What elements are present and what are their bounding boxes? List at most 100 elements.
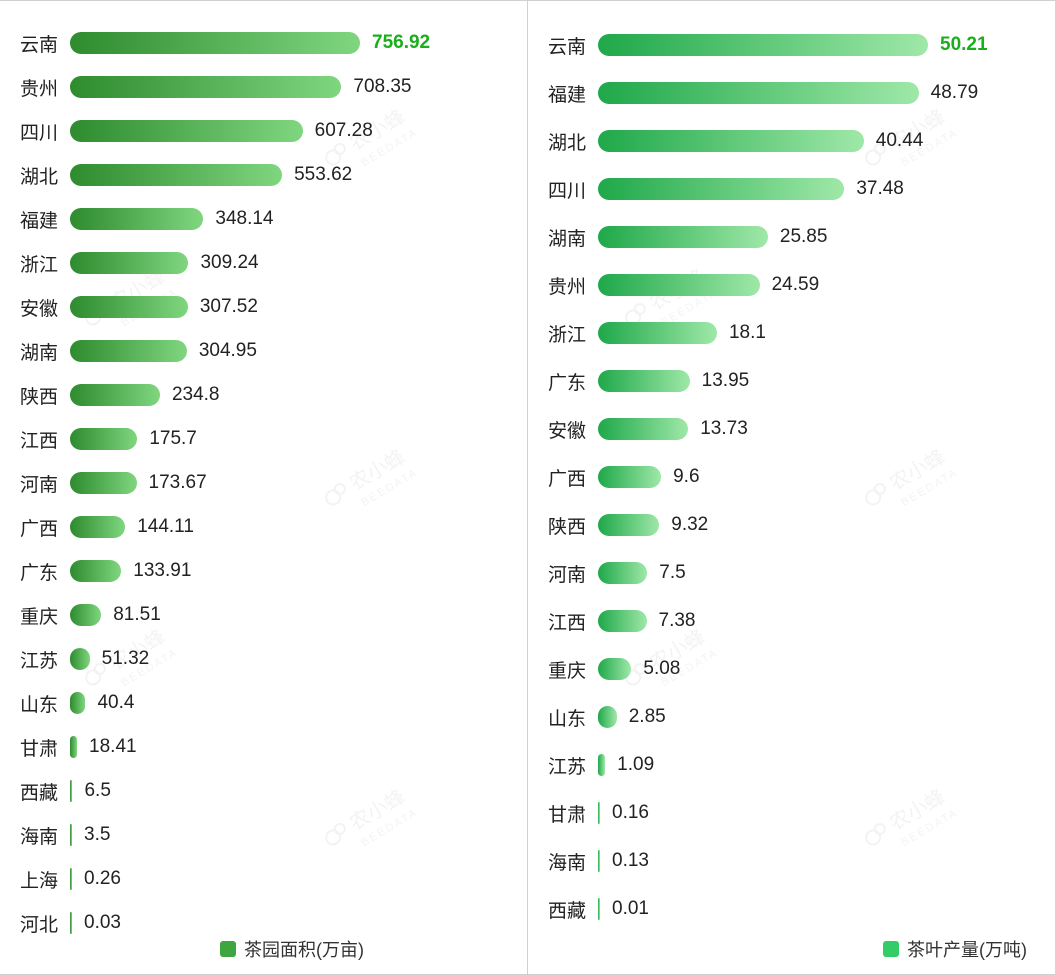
bar [70,252,188,274]
bar-row: 山东 40.4 [20,681,517,725]
bar [598,610,647,632]
category-label: 贵州 [20,74,70,101]
bar [70,340,187,362]
left-legend-label: 茶园面积(万亩) [244,936,364,962]
bar-wrap: 9.6 [598,465,1045,489]
right-legend-swatch [883,941,899,957]
value-label: 708.35 [353,76,411,98]
category-label: 湖北 [20,162,70,189]
category-label: 河南 [548,560,598,587]
value-label: 0.26 [84,868,121,890]
bar-row: 河南173.67 [20,461,517,505]
category-label: 陕西 [20,382,70,409]
bar [70,76,341,98]
bar [598,34,928,56]
bar-wrap: 1.09 [598,753,1045,777]
bar [70,912,72,934]
value-label: 133.91 [133,560,191,582]
bar-row: 江苏51.32 [20,637,517,681]
value-label: 51.32 [102,648,150,670]
value-label: 234.8 [172,384,220,406]
value-label: 2.85 [629,706,666,728]
bar-wrap: 756.92 [70,31,517,55]
bar-row: 安徽13.73 [548,405,1045,453]
bar-wrap: 9.32 [598,513,1045,537]
category-label: 西藏 [20,778,70,805]
bar-row: 江西7.38 [548,597,1045,645]
bar-wrap: 40.4 [70,691,517,715]
bar-wrap: 553.62 [70,163,517,187]
bar-wrap: 24.59 [598,273,1045,297]
category-label: 重庆 [20,602,70,629]
bar [70,604,101,626]
bar [70,164,282,186]
left-legend-swatch [220,941,236,957]
bar [70,472,137,494]
category-label: 四川 [548,176,598,203]
bar-row: 西藏6.5 [20,769,517,813]
value-label: 1.09 [617,754,654,776]
bar-row: 浙江18.1 [548,309,1045,357]
bar [70,780,72,802]
bar [70,868,72,890]
value-label: 3.5 [84,824,110,846]
value-label: 25.85 [780,226,828,248]
bar-row: 海南0.13 [548,837,1045,885]
bar-wrap: 307.52 [70,295,517,319]
bar-row: 湖南25.85 [548,213,1045,261]
bar-row: 重庆5.08 [548,645,1045,693]
category-label: 重庆 [548,656,598,683]
value-label: 37.48 [856,178,904,200]
category-label: 西藏 [548,896,598,923]
category-label: 上海 [20,866,70,893]
value-label: 18.41 [89,736,137,758]
bar-wrap: 6.5 [70,779,517,803]
bar-row: 陕西 234.8 [20,373,517,417]
value-label: 40.4 [97,692,134,714]
bar-wrap: 144.11 [70,515,517,539]
bar [70,428,137,450]
category-label: 山东 [20,690,70,717]
chart-container: 云南756.92贵州708.35四川607.28湖北553.62福建348.14… [0,0,1055,975]
category-label: 云南 [548,32,598,59]
category-label: 贵州 [548,272,598,299]
value-label: 756.92 [372,32,430,54]
category-label: 广西 [548,464,598,491]
value-label: 553.62 [294,164,352,186]
bar [598,466,661,488]
bar [598,178,844,200]
category-label: 四川 [20,118,70,145]
bar-row: 陕西9.32 [548,501,1045,549]
bar-wrap: 13.95 [598,369,1045,393]
bar-wrap: 309.24 [70,251,517,275]
bar [70,32,360,54]
bar [598,274,760,296]
bar [598,82,919,104]
category-label: 安徽 [20,294,70,321]
bar-wrap: 7.38 [598,609,1045,633]
category-label: 浙江 [548,320,598,347]
value-label: 304.95 [199,340,257,362]
bar [70,692,85,714]
category-label: 江西 [20,426,70,453]
bar-row: 广西9.6 [548,453,1045,501]
value-label: 24.59 [772,274,820,296]
bar [598,898,600,920]
bar-row: 甘肃0.16 [548,789,1045,837]
bar-wrap: 175.7 [70,427,517,451]
value-label: 81.51 [113,604,161,626]
bar [598,322,717,344]
bar [598,130,864,152]
left-panel: 云南756.92贵州708.35四川607.28湖北553.62福建348.14… [0,1,528,974]
category-label: 甘肃 [548,800,598,827]
bar-wrap: 607.28 [70,119,517,143]
bar-wrap: 0.01 [598,897,1045,921]
value-label: 50.21 [940,34,988,56]
bar-row: 湖北40.44 [548,117,1045,165]
category-label: 湖南 [20,338,70,365]
category-label: 安徽 [548,416,598,443]
bar-row: 湖北 553.62 [20,153,517,197]
bar-wrap: 40.44 [598,129,1045,153]
category-label: 海南 [548,848,598,875]
bar-wrap: 25.85 [598,225,1045,249]
